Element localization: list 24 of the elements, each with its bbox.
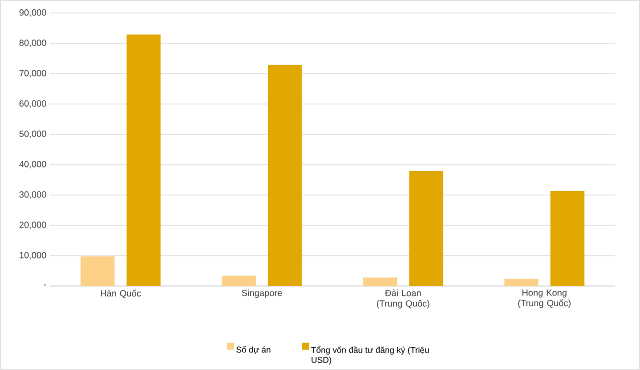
y-tick-label: - bbox=[44, 284, 46, 286]
x-tick-label: Hong Kong (Trung Quốc) bbox=[518, 290, 571, 308]
y-tick-label: 10,000 bbox=[20, 252, 46, 260]
bar bbox=[550, 191, 584, 286]
bar bbox=[222, 276, 256, 286]
y-tick-label: 90,000 bbox=[19, 9, 46, 17]
x-tick-label: Singapore bbox=[242, 290, 282, 298]
y-tick-label: 70,000 bbox=[20, 70, 46, 78]
y-tick-label: 60,000 bbox=[20, 100, 46, 108]
y-tick-label: 50,000 bbox=[19, 130, 46, 138]
y-tick-label: 80,000 bbox=[19, 40, 46, 48]
y-tick-label: 40,000 bbox=[19, 160, 46, 168]
legend-label: Tổng vốn đầu tư đăng ký (Triệu USD) bbox=[311, 346, 429, 365]
bar bbox=[126, 34, 161, 286]
legend-label: Số dự án bbox=[236, 346, 270, 354]
y-tick-label: 30,000 bbox=[19, 191, 46, 199]
x-tick-label: Đài Loan (Trung Quốc) bbox=[376, 290, 430, 308]
x-tick-label: Hàn Quốc bbox=[100, 290, 141, 298]
bar bbox=[363, 278, 398, 286]
bar bbox=[80, 256, 115, 286]
y-tick-label: 20,000 bbox=[20, 222, 46, 230]
bar bbox=[268, 64, 302, 286]
bar bbox=[504, 279, 538, 286]
bar bbox=[409, 171, 444, 286]
